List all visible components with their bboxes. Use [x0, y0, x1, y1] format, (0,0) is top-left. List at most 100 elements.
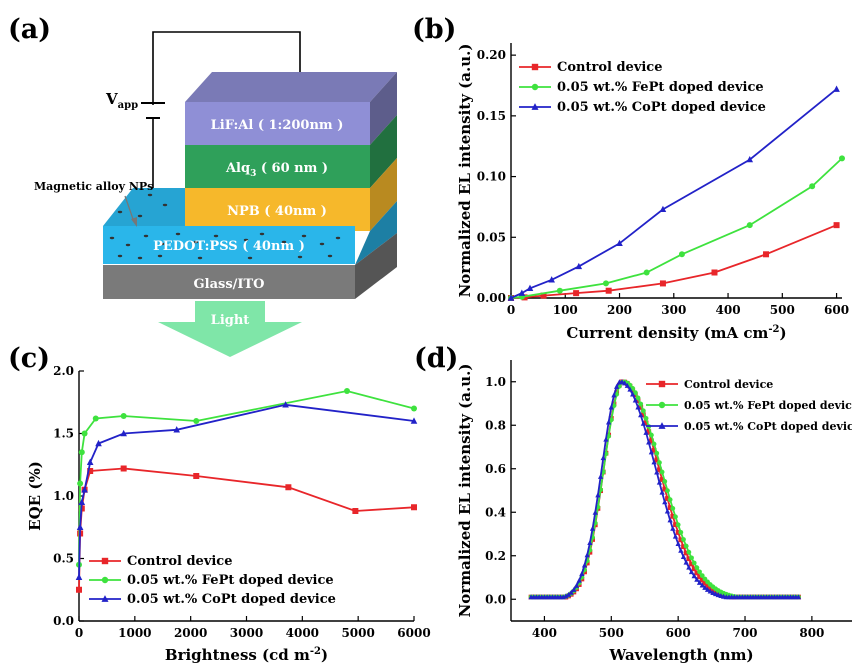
data-point: [646, 439, 652, 445]
nanoparticle-dot: [193, 240, 199, 244]
data-point: [678, 547, 684, 553]
data-point: [410, 417, 418, 424]
legend-entry: 0.05 wt.% FePt doped device: [557, 80, 764, 95]
x-tick-label: 400: [716, 303, 741, 317]
pedot-layer: [103, 226, 355, 264]
nanoparticle-dot: [137, 214, 143, 218]
data-point: [411, 504, 417, 511]
data-point: [635, 404, 641, 410]
data-point: [95, 439, 102, 447]
x-axis-title-d: Wavelength (nm): [608, 646, 753, 664]
data-point: [654, 469, 660, 475]
series-line-c-1: [78, 390, 415, 565]
circuit-wire-top: [152, 31, 301, 105]
data-point: [640, 420, 647, 426]
data-point: [696, 579, 703, 585]
series-line-c-2: [78, 403, 415, 578]
data-point: [565, 591, 572, 597]
data-point: [689, 555, 694, 561]
data-point: [76, 523, 84, 530]
panel-a-device-schematic: (a) Vapp LiF:Al ( 1:200nm ) Alq3 ( 60 nm…: [8, 14, 397, 357]
legend-entry: 0.05 wt.% CoPt doped device: [684, 420, 852, 433]
y-tick-label: 0.0: [53, 614, 74, 628]
data-point: [81, 486, 88, 493]
data-point: [705, 583, 710, 588]
light-label: Light: [211, 313, 250, 328]
data-point: [688, 569, 695, 575]
data-point: [603, 436, 609, 442]
data-point: [643, 269, 650, 276]
data-point: [576, 577, 582, 583]
data-point: [656, 479, 663, 485]
data-point: [78, 449, 85, 456]
x-tick-label: 1000: [118, 626, 151, 640]
legend-entry: 0.05 wt.% CoPt doped device: [127, 592, 336, 607]
data-point: [573, 290, 580, 297]
y-tick-label: 0.00: [477, 291, 506, 305]
y-tick-label: 0.5: [53, 552, 74, 566]
data-point: [548, 276, 555, 283]
data-point: [678, 529, 684, 535]
data-point: [694, 565, 700, 571]
x-tick-label: 0: [75, 626, 83, 640]
data-point: [659, 469, 665, 475]
data-point: [681, 544, 686, 550]
legend-marker: [658, 401, 666, 409]
data-point: [675, 530, 681, 535]
x-tick-label: 6000: [397, 626, 430, 640]
data-point: [711, 269, 718, 276]
data-point: [710, 589, 716, 595]
data-point: [664, 508, 671, 514]
data-point: [563, 593, 569, 599]
data-point: [746, 222, 753, 229]
data-point: [638, 404, 644, 410]
data-point: [657, 460, 662, 466]
legend-marker: [101, 576, 109, 584]
data-point: [662, 499, 668, 505]
legend-entry: 0.05 wt.% FePt doped device: [127, 573, 334, 588]
data-point: [667, 505, 673, 511]
data-point: [75, 573, 83, 580]
nanoparticle-dot: [243, 238, 249, 242]
nanoparticle-dot: [109, 236, 115, 240]
panel-label-b: (b): [412, 14, 456, 45]
data-point: [579, 570, 585, 576]
legend-marker: [658, 422, 666, 429]
x-tick-label: 500: [770, 303, 795, 317]
vapp-label: Vapp: [105, 90, 138, 111]
nanoparticle-dot: [301, 234, 307, 238]
data-point: [670, 506, 676, 511]
data-point: [702, 584, 708, 590]
data-point: [699, 577, 705, 583]
data-point: [643, 415, 649, 421]
data-point: [608, 404, 614, 410]
nanoparticle-dot: [197, 256, 203, 260]
data-point: [667, 497, 673, 503]
data-point: [686, 549, 692, 555]
data-point: [707, 588, 713, 594]
y-axis-title-d: Normalized EL intensity (a.u.): [456, 364, 474, 618]
data-point: [635, 398, 641, 404]
panel-label-c: (c): [8, 343, 50, 374]
data-point: [686, 556, 692, 562]
data-point: [710, 587, 716, 593]
data-point: [614, 383, 620, 389]
alq-layer: [185, 145, 370, 188]
data-point: [699, 582, 705, 588]
data-point: [600, 455, 606, 461]
x-axis-title-c: Brightness (cd m-2): [165, 646, 328, 664]
panel-c-chart: (c) 0 1000 2000 3000 4000 5000 6000 0.0 0.5 1.0 1.…: [8, 343, 431, 664]
x-tick-label: 200: [607, 303, 632, 317]
data-point: [667, 517, 673, 523]
data-point: [839, 155, 845, 162]
data-point: [694, 570, 700, 576]
y-axis-title-b: Normalized EL intensity (a.u.): [456, 44, 474, 298]
data-point: [352, 508, 359, 514]
data-point: [616, 239, 623, 247]
data-point: [699, 573, 705, 579]
glass-layer-label: Glass/ITO: [194, 277, 265, 292]
y-tick-label: 0.10: [477, 170, 506, 184]
data-point: [662, 486, 668, 492]
pedot-layer-label: PEDOT:PSS ( 40nm ): [153, 239, 305, 254]
data-point: [540, 292, 547, 299]
